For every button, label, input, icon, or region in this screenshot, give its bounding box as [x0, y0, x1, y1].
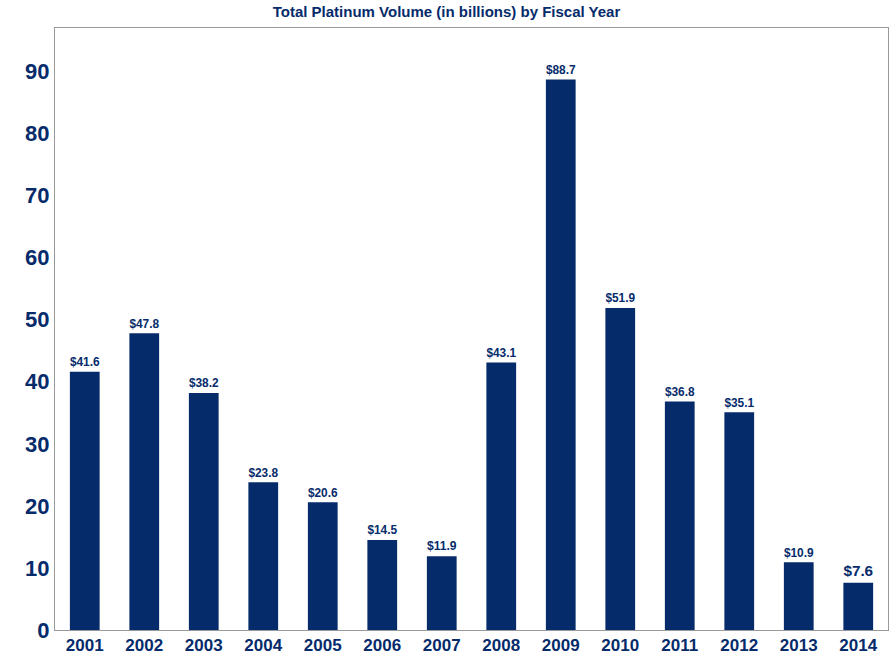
svg-text:$47.8: $47.8	[129, 317, 159, 331]
svg-text:2011: 2011	[661, 636, 698, 655]
svg-text:20: 20	[25, 494, 49, 519]
svg-text:50: 50	[25, 307, 49, 332]
svg-text:$51.9: $51.9	[605, 291, 635, 305]
svg-text:$38.2: $38.2	[189, 376, 219, 390]
svg-text:$20.6: $20.6	[308, 486, 338, 500]
svg-text:$43.1: $43.1	[486, 346, 516, 360]
svg-text:40: 40	[25, 369, 49, 394]
svg-text:2010: 2010	[601, 636, 639, 655]
svg-text:90: 90	[25, 59, 49, 84]
svg-text:0: 0	[37, 618, 49, 643]
svg-text:2003: 2003	[185, 636, 223, 655]
svg-text:2006: 2006	[363, 636, 401, 655]
svg-text:$88.7: $88.7	[546, 63, 576, 77]
svg-text:2009: 2009	[542, 636, 580, 655]
svg-text:$7.6: $7.6	[843, 562, 873, 579]
svg-text:2012: 2012	[720, 636, 758, 655]
svg-text:60: 60	[25, 245, 49, 270]
svg-text:80: 80	[25, 121, 49, 146]
svg-text:2014: 2014	[839, 636, 877, 655]
svg-text:2004: 2004	[244, 636, 282, 655]
svg-text:10: 10	[25, 556, 49, 581]
svg-text:2008: 2008	[482, 636, 520, 655]
svg-text:2013: 2013	[780, 636, 818, 655]
svg-text:30: 30	[25, 432, 49, 457]
svg-text:$35.1: $35.1	[724, 396, 754, 410]
svg-text:2001: 2001	[66, 636, 104, 655]
svg-text:70: 70	[25, 183, 49, 208]
svg-text:$10.9: $10.9	[784, 546, 814, 560]
svg-text:$23.8: $23.8	[248, 466, 278, 480]
svg-text:$11.9: $11.9	[427, 539, 457, 553]
svg-text:$41.6: $41.6	[70, 355, 100, 369]
svg-text:2002: 2002	[125, 636, 163, 655]
svg-text:Total Platinum Volume (in bill: Total Platinum Volume (in billions) by F…	[273, 3, 621, 20]
svg-text:$36.8: $36.8	[665, 385, 695, 399]
svg-text:2007: 2007	[423, 636, 461, 655]
svg-text:$14.5: $14.5	[367, 523, 397, 537]
svg-text:2005: 2005	[304, 636, 342, 655]
